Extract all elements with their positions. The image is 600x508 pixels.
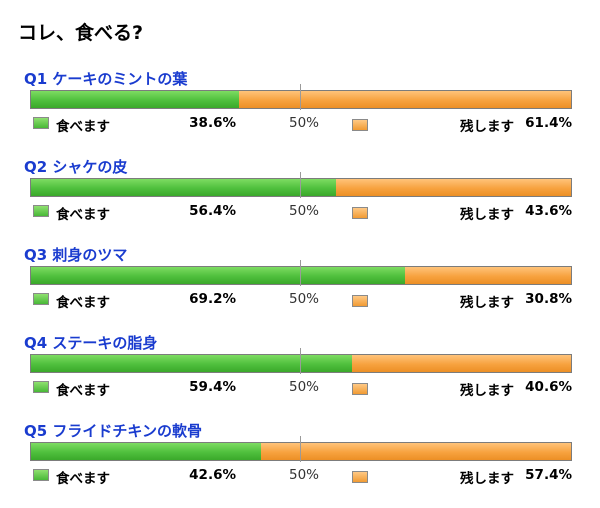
bar-eat-segment: [31, 443, 262, 460]
stacked-bar: [30, 354, 572, 373]
midpoint-label: 50%: [289, 379, 320, 395]
eat-label: 食べます: [56, 207, 110, 223]
midpoint-tick: [300, 348, 301, 374]
midpoint-label: 50%: [289, 203, 320, 219]
midpoint-label: 50%: [289, 291, 320, 307]
midpoint-label: 50%: [289, 115, 320, 131]
eat-label: 食べます: [56, 119, 110, 135]
bar-leave-segment: [261, 443, 571, 460]
question-title: Q1 ケーキのミントの葉: [24, 70, 188, 88]
midpoint-tick: [300, 436, 301, 462]
eat-value: 59.4%: [189, 379, 236, 395]
question-block-1: Q1 ケーキのミントの葉 食べます 38.6% 50% 残します 61.4%: [0, 68, 600, 156]
bar-leave-segment: [351, 355, 571, 372]
leave-swatch-icon: [352, 119, 368, 131]
eat-value: 38.6%: [189, 115, 236, 131]
stacked-bar: [30, 178, 572, 197]
eat-value: 56.4%: [189, 203, 236, 219]
leave-swatch-icon: [352, 383, 368, 395]
legend-row: 食べます 69.2% 50% 残します 30.8%: [0, 291, 600, 311]
midpoint-label: 50%: [289, 467, 320, 483]
leave-label: 残します: [460, 207, 514, 223]
midpoint-tick: [300, 260, 301, 286]
question-title: Q3 刺身のツマ: [24, 246, 128, 264]
leave-value: 40.6%: [525, 379, 572, 395]
leave-label: 残します: [460, 471, 514, 487]
question-block-2: Q2 シャケの皮 食べます 56.4% 50% 残します 43.6%: [0, 156, 600, 244]
leave-value: 30.8%: [525, 291, 572, 307]
eat-value: 42.6%: [189, 467, 236, 483]
leave-swatch-icon: [352, 295, 368, 307]
bar-leave-segment: [404, 267, 571, 284]
stacked-bar: [30, 90, 572, 109]
eat-swatch-icon: [33, 205, 49, 217]
bar-eat-segment: [31, 355, 352, 372]
bar-leave-segment: [335, 179, 571, 196]
leave-label: 残します: [460, 383, 514, 399]
leave-value: 43.6%: [525, 203, 572, 219]
eat-value: 69.2%: [189, 291, 236, 307]
leave-label: 残します: [460, 119, 514, 135]
eat-swatch-icon: [33, 469, 49, 481]
eat-swatch-icon: [33, 117, 49, 129]
eat-label: 食べます: [56, 295, 110, 311]
eat-label: 食べます: [56, 471, 110, 487]
leave-swatch-icon: [352, 471, 368, 483]
stacked-bar: [30, 266, 572, 285]
question-title: Q2 シャケの皮: [24, 158, 128, 176]
page-title: コレ、食べる?: [18, 22, 144, 44]
question-title: Q4 ステーキの脂身: [24, 334, 158, 352]
eat-swatch-icon: [33, 381, 49, 393]
legend-row: 食べます 59.4% 50% 残します 40.6%: [0, 379, 600, 399]
midpoint-tick: [300, 84, 301, 110]
leave-label: 残します: [460, 295, 514, 311]
leave-swatch-icon: [352, 207, 368, 219]
leave-value: 57.4%: [525, 467, 572, 483]
bar-eat-segment: [31, 179, 336, 196]
question-block-5: Q5 フライドチキンの軟骨 食べます 42.6% 50% 残します 57.4%: [0, 420, 600, 508]
question-block-4: Q4 ステーキの脂身 食べます 59.4% 50% 残します 40.6%: [0, 332, 600, 420]
question-title: Q5 フライドチキンの軟骨: [24, 422, 202, 440]
legend-row: 食べます 38.6% 50% 残します 61.4%: [0, 115, 600, 135]
bar-eat-segment: [31, 267, 405, 284]
legend-row: 食べます 42.6% 50% 残します 57.4%: [0, 467, 600, 487]
leave-value: 61.4%: [525, 115, 572, 131]
legend-row: 食べます 56.4% 50% 残します 43.6%: [0, 203, 600, 223]
bar-leave-segment: [239, 91, 571, 108]
bar-eat-segment: [31, 91, 240, 108]
stacked-bar: [30, 442, 572, 461]
question-block-3: Q3 刺身のツマ 食べます 69.2% 50% 残します 30.8%: [0, 244, 600, 332]
eat-swatch-icon: [33, 293, 49, 305]
eat-label: 食べます: [56, 383, 110, 399]
midpoint-tick: [300, 172, 301, 198]
